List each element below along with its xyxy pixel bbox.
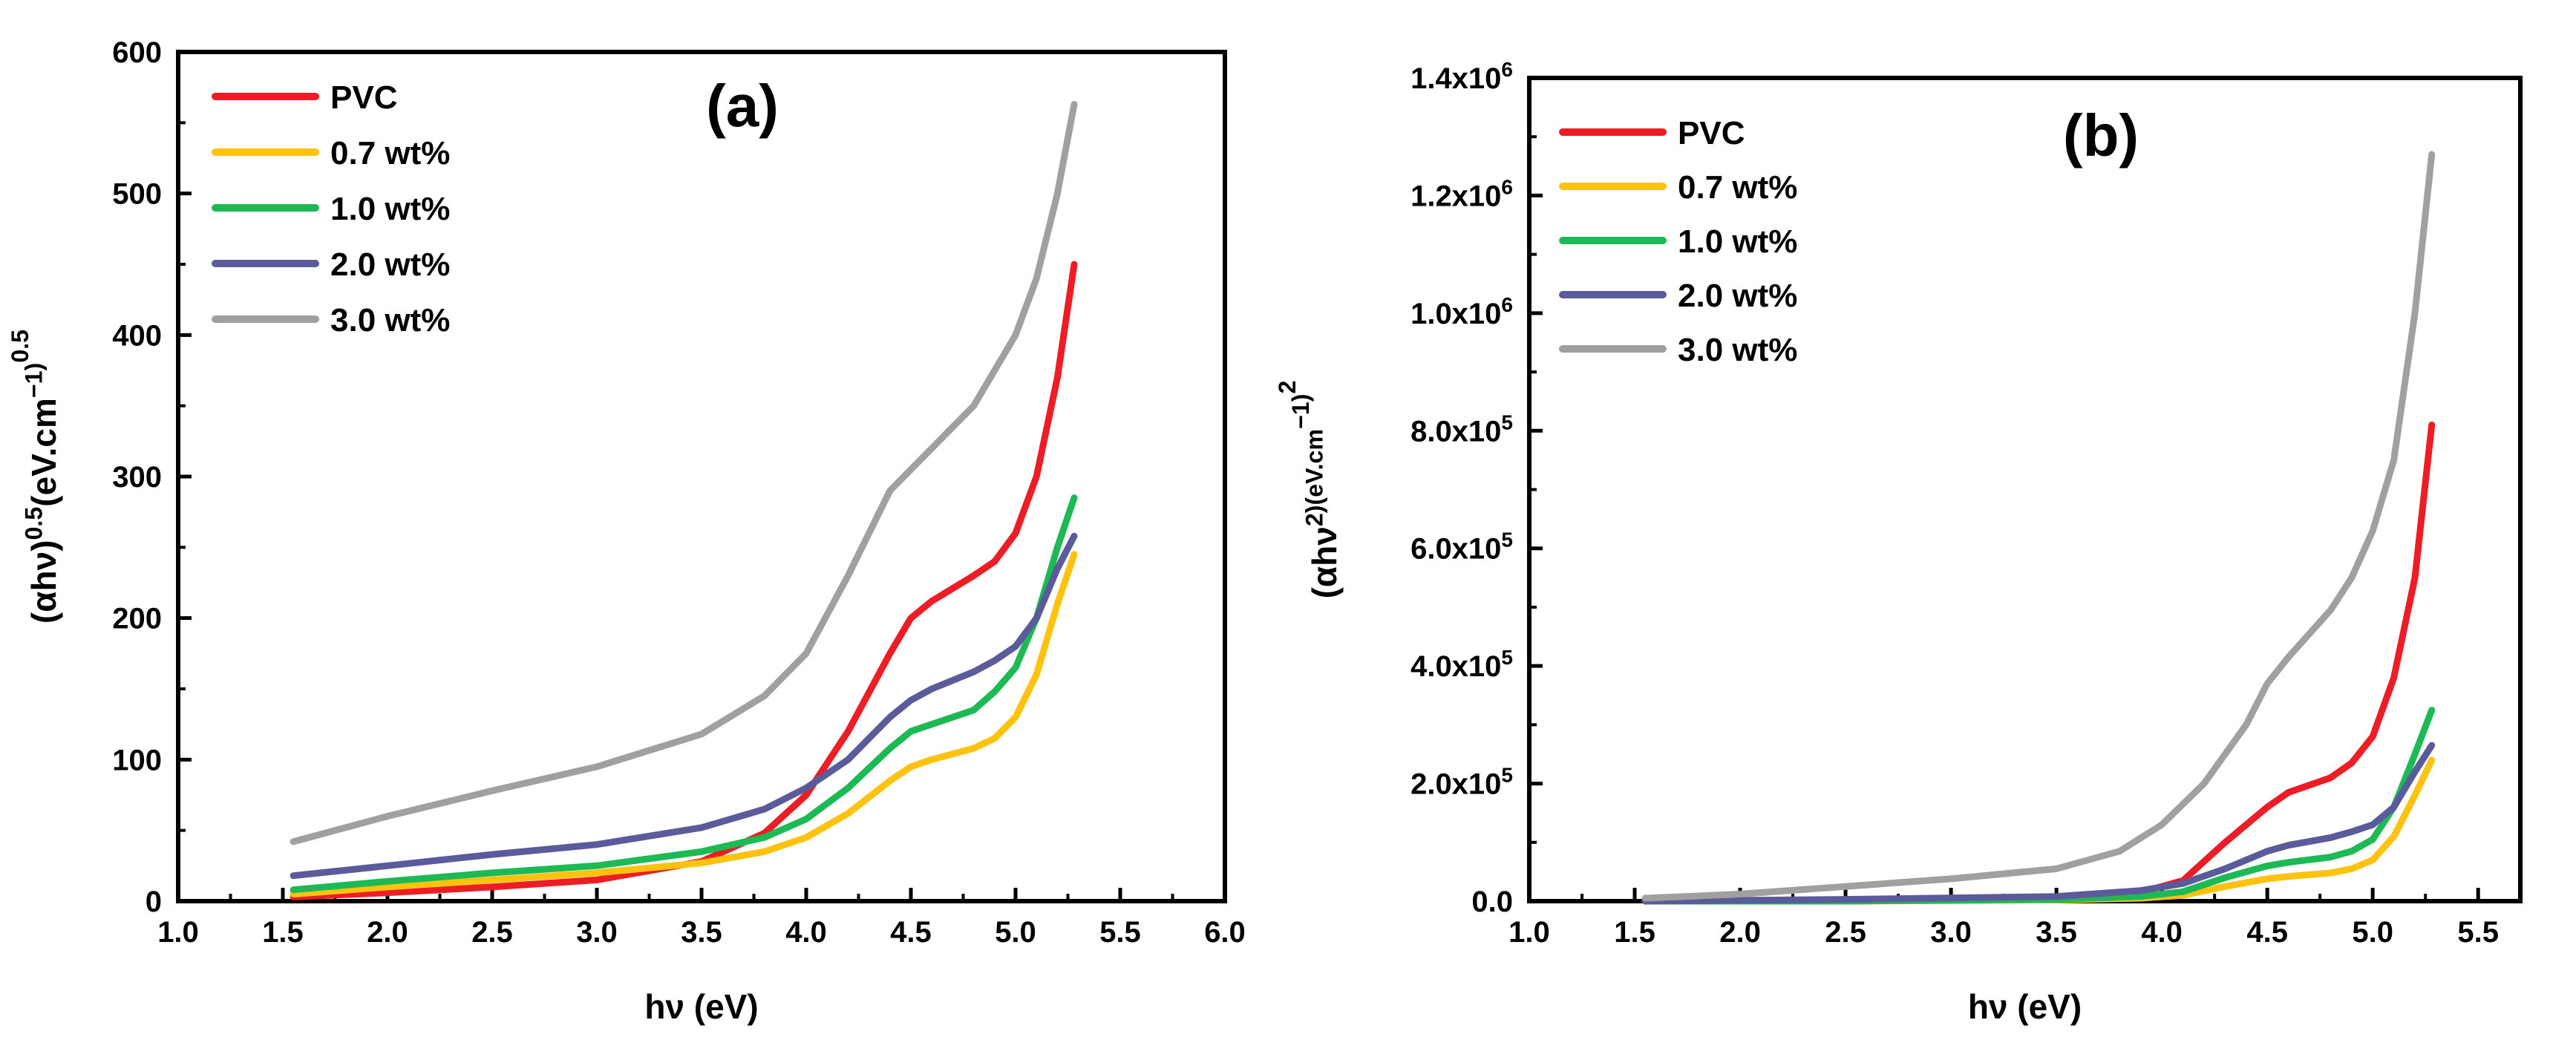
legend-label: 1.0 wt%	[330, 191, 450, 227]
panel-label-b: (b)	[2063, 102, 2139, 169]
legend-label: PVC	[330, 79, 397, 116]
panel-label-a: (a)	[706, 73, 779, 139]
y-tick-label: 1.2x106	[1410, 175, 1513, 212]
x-tick-label: 2.5	[1825, 916, 1866, 949]
legend-label: 0.7 wt%	[1678, 169, 1797, 206]
series-line-b-0	[1641, 421, 2436, 905]
x-axis-label-b: hν (eV)	[1968, 987, 2082, 1026]
chart-panel-b: 1.0 1.5 2.0 2.5 3.0 3.5 4.0 4.5 5.0 5.5 0.0 2.0x105…	[1274, 58, 2523, 1026]
legend-label: 3.0 wt%	[330, 302, 450, 338]
legend-label: 2.0 wt%	[1678, 278, 1797, 314]
legend-label: 3.0 wt%	[1678, 332, 1797, 368]
x-tick-label: 3.5	[2036, 916, 2077, 949]
series-line-a-1	[290, 551, 1078, 897]
x-tick-label: 2.5	[471, 916, 513, 949]
y-tick-label: 2.0x105	[1410, 764, 1513, 801]
y-tick-label: 4.0x105	[1410, 646, 1513, 683]
y-tick-label: 500	[112, 178, 162, 211]
series-line-a-0	[290, 261, 1078, 900]
y-axis-label-a: (αhν)0.5(eV.cm−1)0.5	[7, 330, 63, 624]
x-tick-label: 3.0	[576, 916, 618, 949]
x-tick-label: 5.5	[2457, 916, 2499, 949]
y-tick-label: 0.0	[1471, 886, 1513, 918]
legend-label: 1.0 wt%	[1678, 223, 1797, 260]
x-tick-label: 4.5	[890, 916, 932, 949]
x-tick-label: 2.0	[1719, 916, 1761, 949]
plot-frame-a	[176, 50, 1227, 903]
y-tick-label: 400	[112, 319, 162, 352]
series-line-b-3	[1641, 742, 2436, 905]
x-tick-label: 1.5	[262, 916, 304, 949]
x-tick-label: 5.5	[1099, 916, 1141, 949]
series-line-b-4	[1641, 151, 2436, 902]
y-tick-label: 1.4x106	[1410, 58, 1513, 95]
series-line-a-3	[290, 532, 1078, 880]
chart-panel-a: 1.0 1.5 2.0 2.5 3.0 3.5 4.0 4.5 5.0 5.5 6.0 0 100 200…	[7, 36, 1246, 1026]
x-tick-label: 1.0	[157, 916, 199, 949]
y-axis-label-b: (αhν2)(eV.cm−1)2	[1274, 381, 1344, 599]
series-line-a-4	[290, 101, 1078, 845]
legend-label: 2.0 wt%	[330, 246, 450, 283]
y-tick-label: 100	[112, 744, 162, 776]
series-line-a-2	[290, 494, 1078, 894]
x-tick-label: 4.0	[2141, 916, 2183, 949]
x-tick-label: 1.0	[1508, 916, 1550, 949]
y-tick-label: 300	[112, 461, 162, 494]
legend-label: PVC	[1678, 115, 1745, 151]
y-tick-label: 600	[112, 36, 162, 69]
y-tick-label: 1.0x106	[1410, 293, 1513, 330]
x-tick-label: 3.5	[681, 916, 722, 949]
x-tick-label: 4.5	[2246, 916, 2288, 949]
x-tick-label: 5.0	[2352, 916, 2393, 949]
x-tick-label: 3.0	[1930, 916, 1972, 949]
x-tick-label: 5.0	[995, 916, 1036, 949]
y-tick-label: 200	[112, 603, 162, 635]
y-tick-label: 8.0x105	[1410, 410, 1513, 448]
x-tick-label: 1.5	[1614, 916, 1655, 949]
x-tick-label: 2.0	[367, 916, 408, 949]
y-tick-label: 0	[146, 886, 162, 918]
x-tick-label: 4.0	[785, 916, 827, 949]
x-axis-label-a: hν (eV)	[644, 987, 758, 1026]
y-tick-label: 6.0x105	[1410, 529, 1513, 566]
legend-label: 0.7 wt%	[330, 135, 450, 171]
x-tick-label: 6.0	[1204, 916, 1246, 949]
